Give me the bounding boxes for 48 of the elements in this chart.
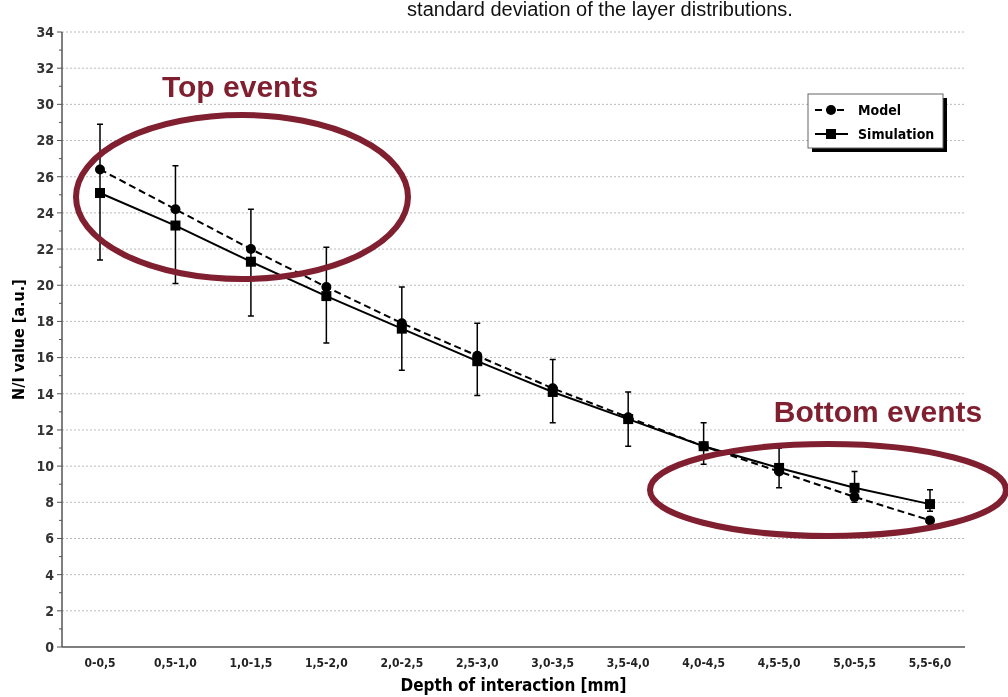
x-tick-label: 5,0-5,5 bbox=[833, 656, 876, 670]
x-tick-label: 3,5-4,0 bbox=[606, 656, 650, 670]
x-tick-label: 2,0-2,5 bbox=[380, 656, 424, 670]
point bbox=[170, 220, 181, 231]
point bbox=[849, 482, 860, 493]
x-tick-label: 3,0-3,5 bbox=[531, 656, 575, 670]
y-tick-label: 20 bbox=[36, 277, 55, 294]
x-tick-label: 1,5-2,0 bbox=[305, 656, 348, 670]
chart-title: standard deviation of the layer distributions. bbox=[407, 0, 793, 20]
y-tick-label: 2 bbox=[45, 602, 54, 619]
y-axis-title: N/I value [a.u.] bbox=[9, 279, 28, 400]
point bbox=[472, 356, 483, 367]
y-tick-label: 6 bbox=[45, 530, 55, 547]
y-tick-label: 22 bbox=[36, 240, 54, 257]
x-tick-label: 1,0-1,5 bbox=[229, 656, 273, 670]
y-tick-label: 32 bbox=[36, 60, 54, 77]
x-axis-title: Depth of interaction [mm] bbox=[400, 675, 627, 695]
point bbox=[698, 441, 709, 452]
x-tick-label: 4,5-5,0 bbox=[757, 656, 801, 670]
x-tick-label: 0,5-1,0 bbox=[154, 656, 197, 670]
y-tick-label: 18 bbox=[36, 313, 54, 330]
y-tick-label: 28 bbox=[36, 132, 54, 149]
y-tick-label: 30 bbox=[36, 96, 55, 113]
y-tick-label: 4 bbox=[45, 566, 55, 583]
x-tick-label: 2,5-3,0 bbox=[455, 656, 499, 670]
y-tick-label: 24 bbox=[36, 204, 55, 221]
y-tick-label: 16 bbox=[36, 349, 55, 366]
point bbox=[95, 187, 105, 198]
annotation: Bottom events bbox=[773, 395, 983, 428]
point bbox=[245, 256, 256, 267]
x-tick-label: 5,5-6,0 bbox=[908, 656, 952, 670]
legend-label: Simulation bbox=[858, 125, 935, 142]
x-tick-label: 4,0-4,5 bbox=[682, 656, 725, 670]
y-tick-label: 0 bbox=[45, 638, 55, 655]
legend-label: Model bbox=[858, 101, 902, 118]
y-tick-label: 34 bbox=[36, 23, 55, 40]
y-tick-label: 10 bbox=[36, 458, 55, 475]
y-tick-label: 14 bbox=[36, 385, 55, 402]
x-tick-label: 0-0,5 bbox=[84, 656, 116, 670]
y-tick-label: 12 bbox=[36, 421, 54, 438]
point bbox=[925, 515, 935, 526]
y-tick-label: 26 bbox=[36, 168, 55, 185]
annotation: Top events bbox=[161, 70, 319, 103]
point bbox=[774, 462, 785, 473]
point bbox=[925, 499, 935, 510]
y-tick-label: 8 bbox=[45, 494, 54, 511]
point bbox=[321, 291, 332, 302]
point bbox=[396, 323, 407, 334]
